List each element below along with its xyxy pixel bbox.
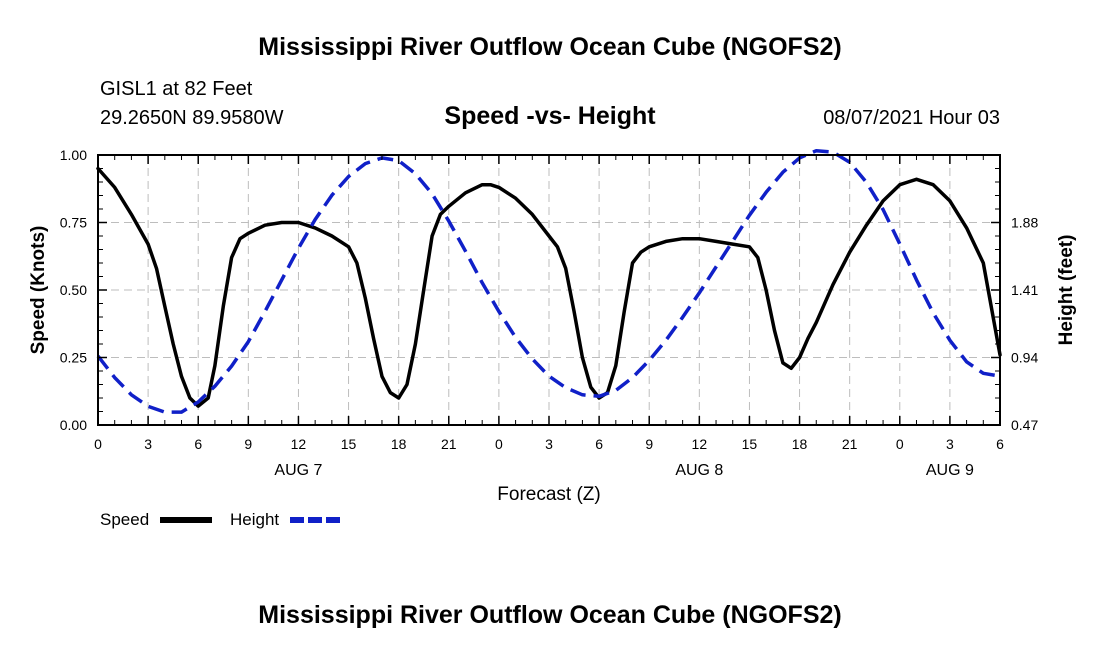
y-tick-label: 0.25 xyxy=(60,350,87,366)
station-name: GISL1 at 82 Feet xyxy=(100,78,253,100)
footer-title: Mississippi River Outflow Ocean Cube (NG… xyxy=(258,601,841,629)
y-axis-label: Speed (Knots) xyxy=(28,226,49,355)
chart-main-title: Mississippi River Outflow Ocean Cube (NG… xyxy=(258,33,841,61)
x-tick-label: 21 xyxy=(441,436,457,452)
y2-tick-label: 1.88 xyxy=(1011,215,1038,231)
chart-subtitle: Speed -vs- Height xyxy=(444,102,656,130)
legend-height-label: Height xyxy=(230,510,279,529)
forecast-datetime: 08/07/2021 Hour 03 xyxy=(823,107,1000,129)
legend: Speed Height xyxy=(100,510,342,529)
date-label: AUG 8 xyxy=(675,462,723,479)
x-tick-label: 12 xyxy=(291,436,307,452)
y2-tick-label: 1.41 xyxy=(1011,282,1038,298)
x-tick-label: 3 xyxy=(545,436,553,452)
x-tick-label: 0 xyxy=(896,436,904,452)
gridlines xyxy=(98,155,1000,425)
x-tick-label: 0 xyxy=(94,436,102,452)
x-tick-label: 12 xyxy=(692,436,708,452)
series-lines xyxy=(96,148,1002,414)
x-tick-label: 0 xyxy=(495,436,503,452)
height-series-line xyxy=(96,148,1001,414)
date-label: AUG 9 xyxy=(926,462,974,479)
x-tick-label: 9 xyxy=(244,436,252,452)
x-tick-label: 6 xyxy=(595,436,603,452)
legend-speed-label: Speed xyxy=(100,510,149,529)
x-axis-label: Forecast (Z) xyxy=(497,484,600,505)
x-tick-label: 3 xyxy=(144,436,152,452)
x-tick-label: 6 xyxy=(194,436,202,452)
x-tick-label: 15 xyxy=(742,436,758,452)
x-tick-label: 21 xyxy=(842,436,858,452)
y2-axis-label: Height (feet) xyxy=(1056,235,1077,346)
y-tick-label: 0.00 xyxy=(60,417,87,433)
x-tick-label: 18 xyxy=(391,436,407,452)
axis-ticks: 0 3 6 9 12 15 18 21 0 3 6 9 12 15 18 21 0 3 6 0.00 0.25 0.50 0… xyxy=(60,147,1039,479)
station-coords: 29.2650N 89.9580W xyxy=(100,107,284,129)
y2-tick-label: 0.94 xyxy=(1011,350,1038,366)
y-tick-label: 0.50 xyxy=(60,282,87,298)
x-tick-label: 18 xyxy=(792,436,808,452)
x-tick-label: 3 xyxy=(946,436,954,452)
x-tick-label: 15 xyxy=(341,436,357,452)
speed-series-line xyxy=(96,166,1002,408)
y-tick-label: 0.75 xyxy=(60,215,87,231)
x-tick-label: 6 xyxy=(996,436,1004,452)
date-label: AUG 7 xyxy=(274,462,322,479)
y-tick-label: 1.00 xyxy=(60,147,87,163)
y2-tick-label: 0.47 xyxy=(1011,417,1038,433)
x-tick-label: 9 xyxy=(645,436,653,452)
